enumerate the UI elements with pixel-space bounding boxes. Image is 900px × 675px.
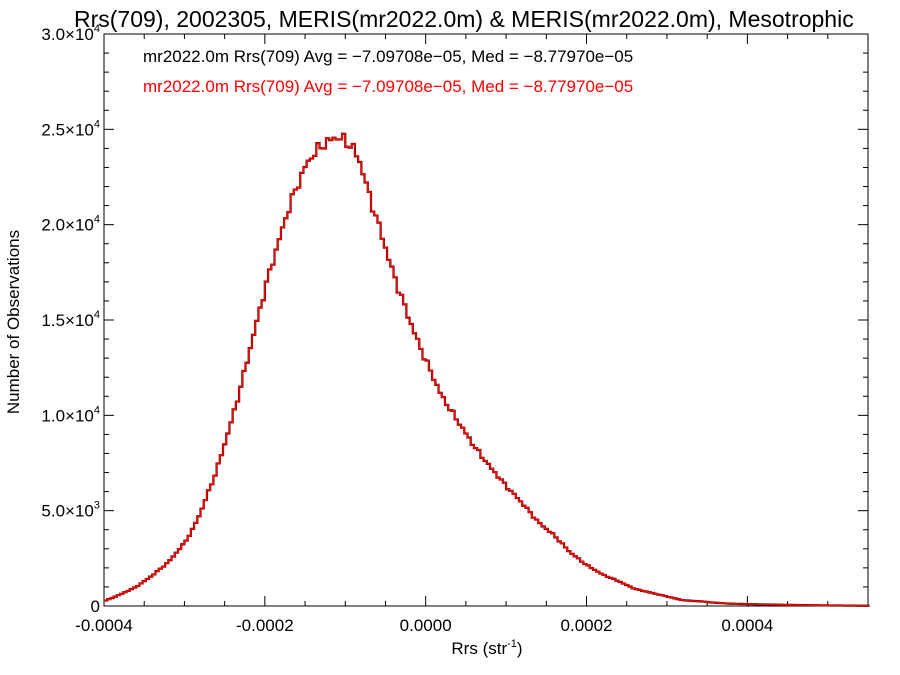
- y-axis-tick-labels: 0 5.0×103 1.0×104 1.5×104 2.0×104 2.5×104 3.0×…: [41, 23, 100, 616]
- histogram-series-black: [104, 132, 870, 607]
- x-tick-label: 0.0004: [721, 616, 773, 635]
- x-axis-tick-labels: -0.0004 -0.0002 0.0000 0.0002 0.0004: [75, 616, 773, 635]
- y-tick-label: 2.5×104: [41, 118, 100, 139]
- legend: mr2022.0m Rrs(709) Avg = −7.09708e−05, M…: [143, 47, 633, 96]
- x-tick-label: 0.0000: [400, 616, 452, 635]
- legend-entry-black: mr2022.0m Rrs(709) Avg = −7.09708e−05, M…: [143, 47, 633, 66]
- histogram-series-red: [104, 133, 870, 607]
- plot-frame: [103, 33, 869, 607]
- x-axis-label: Rrs (str-1): [451, 638, 522, 658]
- y-tick-label: 1.0×104: [41, 404, 100, 425]
- chart-title: Rrs(709), 2002305, MERIS(mr2022.0m) & ME…: [74, 6, 854, 32]
- x-tick-label: -0.0004: [75, 616, 133, 635]
- legend-entry-red: mr2022.0m Rrs(709) Avg = −7.09708e−05, M…: [143, 77, 633, 96]
- y-axis-label: Number of Observations: [4, 230, 23, 414]
- y-tick-label: 3.0×104: [41, 23, 100, 44]
- y-tick-label: 2.0×104: [41, 214, 100, 235]
- y-tick-label: 5.0×103: [41, 500, 100, 521]
- y-tick-label: 1.5×104: [41, 309, 100, 330]
- y-tick-label: 0: [91, 597, 100, 616]
- plot-area: [103, 33, 870, 607]
- x-tick-label: -0.0002: [236, 616, 294, 635]
- x-tick-label: 0.0002: [561, 616, 613, 635]
